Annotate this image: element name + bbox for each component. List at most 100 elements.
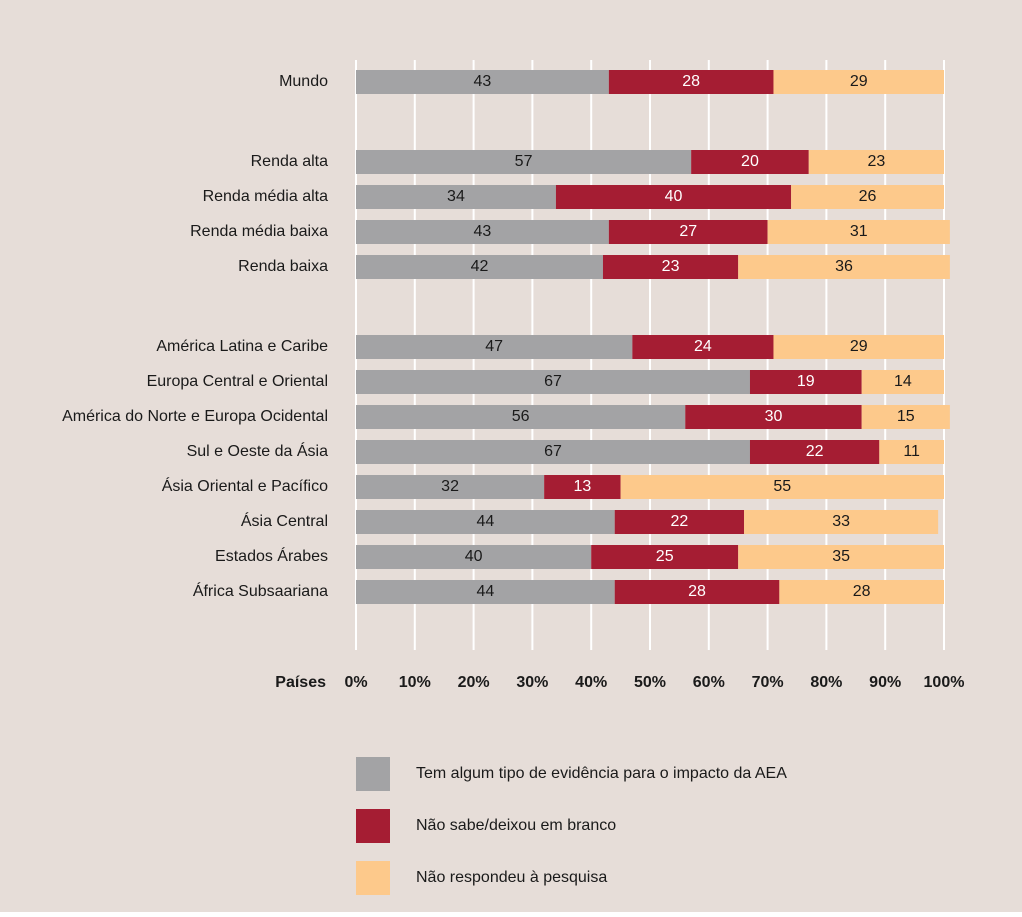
- data-label: 29: [850, 73, 868, 90]
- legend-swatch: [356, 809, 390, 843]
- data-label: 13: [573, 478, 591, 495]
- bar-segment: [356, 70, 609, 94]
- data-label: 23: [662, 258, 680, 275]
- y-tick-label: Renda baixa: [238, 258, 328, 275]
- legend-swatch: [356, 757, 390, 791]
- bar-segment: [773, 335, 944, 359]
- x-tick-label: 30%: [516, 674, 548, 691]
- data-label: 26: [859, 188, 877, 205]
- bar-segment: [356, 545, 592, 569]
- x-tick-label: 60%: [693, 674, 725, 691]
- x-tick-label: 90%: [869, 674, 901, 691]
- legend-label: Não sabe/deixou em branco: [416, 817, 616, 834]
- data-label: 19: [797, 373, 815, 390]
- bar-segment: [356, 370, 750, 394]
- bar-segment: [861, 405, 950, 429]
- x-tick-label: 0%: [344, 674, 367, 691]
- x-tick-label: 20%: [458, 674, 490, 691]
- data-label: 27: [679, 223, 697, 240]
- data-label: 30: [765, 408, 783, 425]
- bar-segment: [861, 370, 944, 394]
- data-label: 33: [832, 513, 850, 530]
- bar-segment: [632, 335, 774, 359]
- bar-segment: [356, 475, 545, 499]
- y-tick-label: Estados Árabes: [215, 546, 328, 565]
- data-label: 11: [903, 443, 920, 460]
- bar-segment: [356, 220, 609, 244]
- bar-segment: [685, 405, 862, 429]
- y-tick-label: América Latina e Caribe: [156, 338, 328, 355]
- bar-segment: [356, 255, 603, 279]
- bar-segment: [356, 440, 750, 464]
- data-label: 28: [682, 73, 700, 90]
- data-label: 31: [850, 223, 868, 240]
- y-tick-label: Ásia Central: [241, 511, 328, 530]
- bar-segment: [879, 440, 944, 464]
- data-label: 23: [867, 153, 885, 170]
- bar-segment: [356, 405, 686, 429]
- y-tick-label: Renda média alta: [203, 188, 329, 205]
- bar-segment: [691, 150, 809, 174]
- bar-segment: [555, 185, 792, 209]
- data-label: 40: [665, 188, 683, 205]
- bar-segment: [608, 70, 774, 94]
- bar-segment: [591, 545, 739, 569]
- bar-segment: [779, 580, 944, 604]
- bar-segment: [608, 220, 768, 244]
- data-label: 34: [447, 188, 465, 205]
- legend-swatch: [356, 861, 390, 895]
- bar-segment: [614, 580, 780, 604]
- bar-segment: [620, 475, 944, 499]
- bar-segment: [767, 220, 950, 244]
- legend-label: Não respondeu à pesquisa: [416, 869, 607, 886]
- data-label: 43: [474, 73, 492, 90]
- data-label: 42: [471, 258, 489, 275]
- x-axis-label: Países: [275, 674, 326, 691]
- data-label: 44: [476, 583, 494, 600]
- y-tick-label: Mundo: [279, 73, 328, 90]
- y-tick-label: Renda alta: [251, 153, 328, 170]
- bar-segment: [744, 510, 939, 534]
- data-label: 20: [741, 153, 759, 170]
- bar-segment: [356, 150, 692, 174]
- bar-segment: [773, 70, 944, 94]
- data-label: 47: [485, 338, 503, 355]
- bar-segment: [356, 510, 615, 534]
- data-label: 24: [694, 338, 712, 355]
- data-label: 22: [806, 443, 824, 460]
- data-label: 35: [832, 548, 850, 565]
- x-tick-label: 70%: [752, 674, 784, 691]
- data-label: 32: [441, 478, 459, 495]
- y-tick-label: América do Norte e Europa Ocidental: [62, 408, 328, 425]
- data-label: 36: [835, 258, 853, 275]
- data-label: 43: [474, 223, 492, 240]
- data-label: 67: [544, 443, 562, 460]
- bar-segment: [749, 370, 862, 394]
- bar-segment: [614, 510, 745, 534]
- data-label: 67: [544, 373, 562, 390]
- data-label: 44: [476, 513, 494, 530]
- data-label: 14: [894, 373, 912, 390]
- bar-segment: [544, 475, 621, 499]
- x-tick-label: 80%: [810, 674, 842, 691]
- bar-segment: [356, 580, 615, 604]
- bar-segment: [602, 255, 739, 279]
- x-tick-label: 50%: [634, 674, 666, 691]
- data-label: 25: [656, 548, 674, 565]
- data-label: 56: [512, 408, 530, 425]
- bar-segment: [749, 440, 880, 464]
- data-label: 55: [773, 478, 791, 495]
- bar-segment: [808, 150, 944, 174]
- bar-segment: [356, 335, 633, 359]
- y-tick-label: Ásia Oriental e Pacífico: [162, 476, 328, 495]
- y-tick-label: Renda média baixa: [190, 223, 328, 240]
- y-tick-label: África Subsaariana: [193, 581, 328, 600]
- data-label: 28: [688, 583, 706, 600]
- bar-segment: [356, 185, 556, 209]
- x-tick-label: 100%: [924, 674, 965, 691]
- y-tick-label: Sul e Oeste da Ásia: [187, 441, 329, 460]
- data-label: 28: [853, 583, 871, 600]
- data-label: 22: [671, 513, 689, 530]
- data-label: 57: [515, 153, 533, 170]
